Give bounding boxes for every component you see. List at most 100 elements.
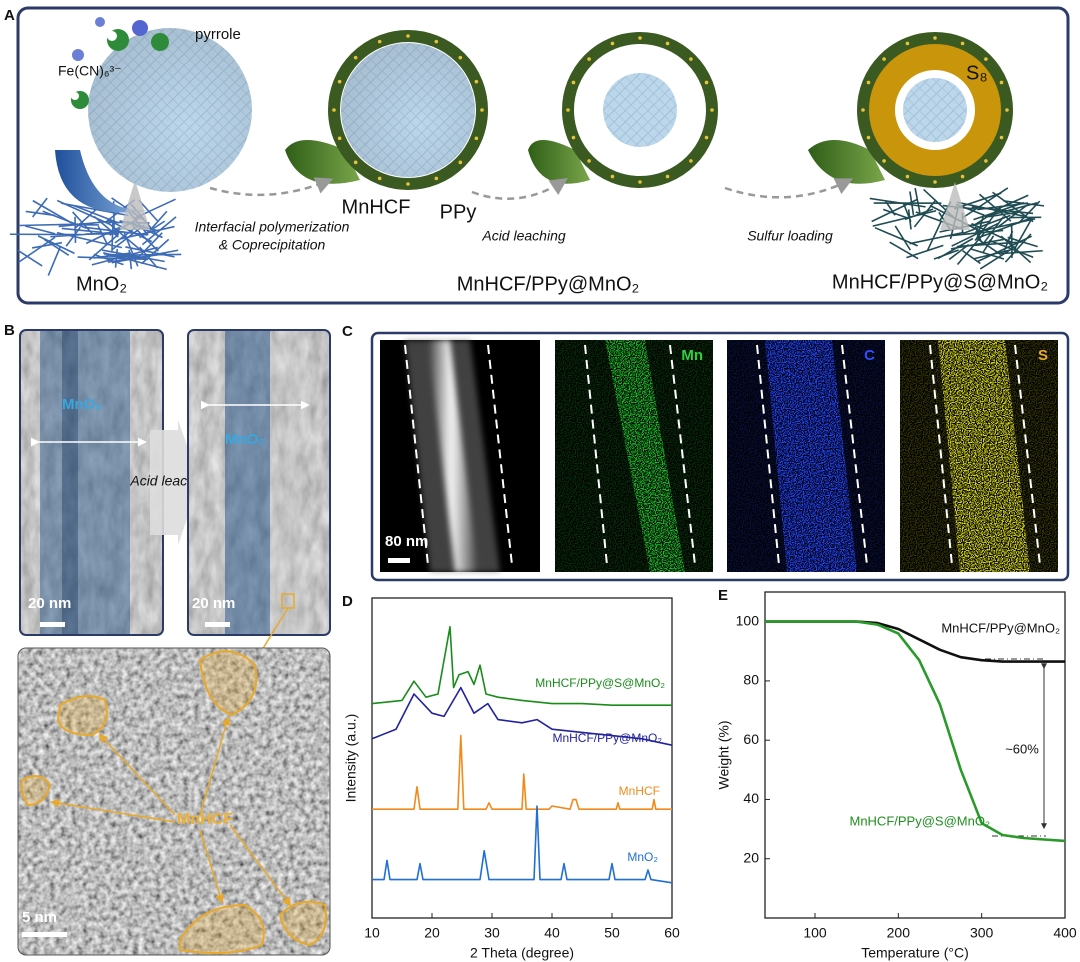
ring-dot (999, 135, 1004, 140)
zoom-cone (120, 180, 150, 230)
nanowire (994, 194, 1029, 211)
nanowire (61, 227, 102, 234)
plot-frame (764, 591, 1066, 919)
nanowire (56, 199, 111, 226)
boundary-line (487, 344, 513, 566)
x-tick-label: 300 (970, 925, 994, 941)
layer-label: PPy (440, 201, 477, 223)
series-label: MnHCF/PPy@MnO₂ (552, 731, 662, 745)
ring-dot (377, 39, 382, 44)
nanowire (984, 202, 1038, 218)
zoom-cone (940, 182, 970, 230)
hrtem-image (18, 648, 330, 955)
nanowire (979, 245, 1016, 270)
nanowire (933, 249, 959, 260)
layer-label: MnHCF (342, 196, 411, 218)
nanowire (17, 249, 43, 267)
eds-signal (765, 340, 857, 572)
eds-signal (605, 340, 685, 572)
scale-bar (205, 622, 230, 627)
nanowire (926, 221, 942, 251)
boundary-line (404, 344, 429, 566)
ring-dot (353, 55, 358, 60)
core-shade (88, 28, 252, 192)
ring-dot (587, 159, 591, 163)
nanowire (93, 253, 124, 266)
scale-label: 80 nm (385, 533, 428, 550)
ring-dot (474, 79, 479, 84)
map-label: Mn (681, 347, 703, 364)
plot-frame (371, 597, 673, 919)
map-label: S (1038, 347, 1048, 364)
product-label: MnHCF/PPy@S@MnO₂ (832, 271, 1048, 293)
support-swoosh (55, 150, 150, 213)
ring-dot (960, 174, 965, 179)
nanowire (25, 210, 56, 217)
nanowire (1007, 236, 1038, 248)
boundary-line (929, 344, 953, 566)
step-label: & Coprecipitation (219, 237, 326, 253)
ring-dot (332, 108, 336, 112)
ring-dot (406, 34, 410, 38)
crystal-domains (20, 650, 327, 955)
mno2-core (603, 73, 677, 147)
series-label: MnHCF/PPy@S@MnO₂ (849, 813, 990, 828)
annotation: ~60% (1005, 741, 1039, 756)
ring-dot (689, 57, 693, 61)
tem-image (188, 330, 330, 635)
nanowire (85, 226, 121, 245)
step-label: Acid leaching (481, 228, 565, 244)
nanowire (141, 216, 177, 246)
x-tick-label: 50 (604, 925, 620, 941)
process-arrow (724, 178, 854, 199)
nanowire (43, 238, 70, 256)
ring-dot (984, 57, 988, 61)
nanowire-mesh (9, 187, 1045, 276)
x-tick-label: 100 (803, 925, 827, 941)
series-label: MnHCF/PPy@MnO₂ (941, 620, 1060, 635)
nanowire (951, 222, 999, 247)
nanowire (111, 220, 114, 252)
ring-dot (638, 36, 642, 40)
ring-dot (665, 174, 670, 179)
x-axis-label: Temperature (°C) (861, 945, 969, 961)
nanowire (914, 187, 922, 216)
nanowire (37, 235, 75, 255)
nanowire (974, 226, 982, 242)
panel-a: pyrrole Fe(CN)₆³⁻ MnO₂ MnHCF PPy S₈ Inte… (4, 6, 1070, 305)
ring-dot (866, 80, 871, 85)
series-label: MnHCF/PPy@S@MnO₂ (535, 676, 665, 690)
ring-dot (1005, 108, 1009, 112)
panel-label: C (342, 323, 353, 340)
panel-label: B (4, 322, 15, 339)
ring-dots (332, 34, 1009, 186)
image-frame (17, 647, 331, 956)
nanowire (73, 204, 119, 224)
nanowire (894, 225, 912, 251)
ring-dot (905, 174, 910, 179)
nanowire (962, 249, 981, 265)
core-shade (341, 43, 475, 177)
nanowire (988, 239, 1034, 258)
process-arrow (471, 178, 568, 200)
ring-dot (960, 41, 965, 46)
nanowire (909, 231, 965, 245)
ring-dot (571, 135, 576, 140)
x-tick-label: 400 (1053, 925, 1077, 941)
ring-dot (866, 135, 871, 140)
ring-dot (458, 160, 463, 165)
eds-signal (938, 340, 1030, 572)
nanowire (123, 232, 139, 267)
nanowire (137, 232, 163, 259)
nanowire (902, 202, 912, 223)
nanowire (88, 233, 119, 261)
y-tick-label: 80 (743, 672, 759, 688)
step-label: Sulfur loading (747, 228, 833, 244)
nanowire (962, 187, 1009, 219)
panel-b: B MnO₂ 20 nm Acid leaching MnO₂ 20 nm (4, 322, 331, 956)
nanowire (1017, 200, 1041, 224)
ring-dot (704, 135, 709, 140)
nanowire (889, 241, 919, 260)
x-tick-label: 10 (364, 925, 380, 941)
